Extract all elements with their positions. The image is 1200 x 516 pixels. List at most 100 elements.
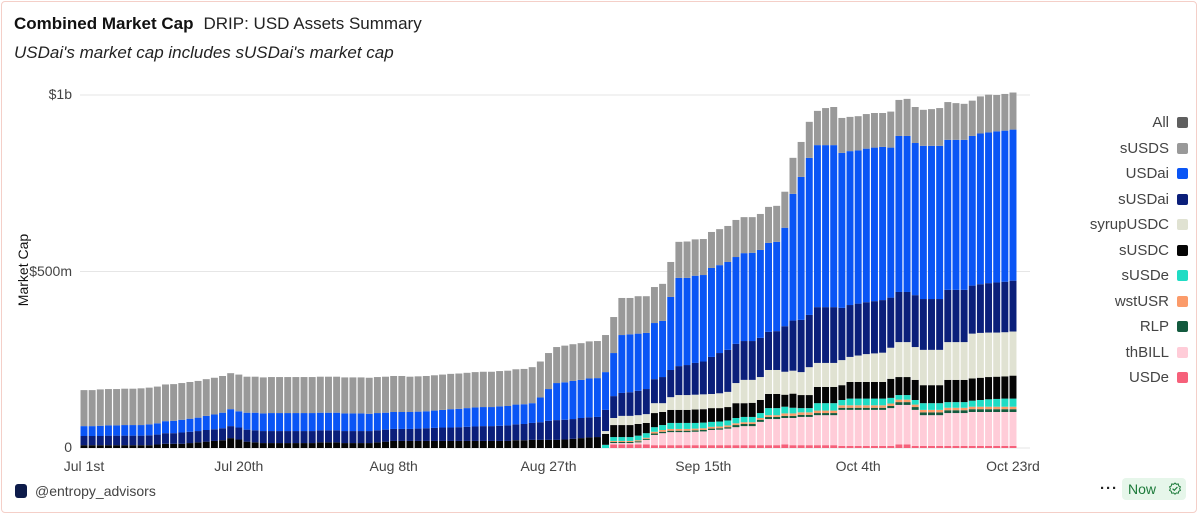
- bar-segment-thBILL[interactable]: [708, 429, 715, 446]
- bar-segment-sUSDai[interactable]: [145, 435, 153, 446]
- bar-segment-sUSDe[interactable]: [976, 399, 984, 407]
- bar-segment-USDai[interactable]: [781, 227, 789, 327]
- bar-segment-sUSDai[interactable]: [667, 369, 675, 398]
- bar-day-79[interactable]: [724, 225, 732, 448]
- bar-day-59[interactable]: [561, 345, 569, 448]
- bar-segment-sUSDC[interactable]: [862, 381, 870, 399]
- bar-segment-sUSDe[interactable]: [740, 416, 748, 423]
- bar-segment-sUSDC[interactable]: [936, 385, 944, 404]
- bar-segment-wstUSR[interactable]: [724, 425, 732, 428]
- bar-segment-sUSDai[interactable]: [610, 396, 618, 418]
- bar-segment-USDai[interactable]: [406, 411, 414, 429]
- bar-segment-sUSDai[interactable]: [813, 307, 821, 363]
- bar-day-9[interactable]: [153, 386, 161, 448]
- bar-segment-sUSDC[interactable]: [887, 378, 895, 398]
- bar-segment-USDe[interactable]: [618, 444, 626, 448]
- bar-segment-sUSDC[interactable]: [471, 440, 479, 448]
- bar-segment-RLP[interactable]: [870, 407, 878, 410]
- bar-segment-USDai[interactable]: [137, 425, 145, 436]
- bar-day-110[interactable]: [976, 96, 984, 448]
- bar-day-20[interactable]: [243, 376, 251, 448]
- bar-segment-sUSDai[interactable]: [626, 392, 634, 416]
- bar-segment-USDe[interactable]: [610, 444, 618, 448]
- bar-segment-wstUSR[interactable]: [650, 431, 658, 434]
- legend-item-syrupUSDC[interactable]: syrupUSDC: [1090, 212, 1188, 238]
- bar-segment-sUSDS[interactable]: [471, 372, 479, 408]
- bar-segment-USDe[interactable]: [765, 445, 773, 448]
- bar-segment-sUSDe[interactable]: [846, 398, 854, 406]
- bar-segment-sUSDe[interactable]: [789, 407, 797, 414]
- bar-segment-sUSDai[interactable]: [373, 430, 381, 443]
- bar-segment-wstUSR[interactable]: [887, 403, 895, 406]
- bar-segment-sUSDai[interactable]: [463, 426, 471, 441]
- bar-segment-sUSDC[interactable]: [390, 440, 398, 448]
- bar-segment-sUSDC[interactable]: [243, 441, 251, 448]
- bar-day-88[interactable]: [797, 141, 805, 448]
- bar-segment-USDai[interactable]: [210, 414, 218, 430]
- bar-day-112[interactable]: [993, 95, 1001, 448]
- bar-segment-sUSDai[interactable]: [194, 431, 202, 443]
- bar-segment-USDe[interactable]: [699, 445, 707, 448]
- bar-segment-sUSDai[interactable]: [789, 320, 797, 371]
- bar-segment-USDai[interactable]: [952, 139, 960, 290]
- bar-segment-sUSDC[interactable]: [439, 440, 447, 448]
- bar-segment-wstUSR[interactable]: [748, 422, 756, 424]
- bar-segment-RLP[interactable]: [642, 438, 650, 440]
- bar-segment-sUSDS[interactable]: [602, 335, 610, 373]
- bar-segment-sUSDC[interactable]: [210, 440, 218, 448]
- bar-segment-sUSDC[interactable]: [504, 440, 512, 448]
- bar-segment-sUSDS[interactable]: [993, 95, 1001, 132]
- bar-segment-sUSDai[interactable]: [675, 366, 683, 396]
- bar-segment-sUSDC[interactable]: [569, 438, 577, 448]
- bar-segment-sUSDai[interactable]: [504, 425, 512, 441]
- bar-segment-sUSDC[interactable]: [365, 443, 373, 448]
- bar-segment-syrupUSDC[interactable]: [830, 362, 838, 387]
- bar-segment-sUSDC[interactable]: [194, 442, 202, 448]
- more-options-button[interactable]: ···: [1100, 480, 1118, 497]
- bar-segment-sUSDC[interactable]: [708, 408, 715, 422]
- bar-segment-USDe[interactable]: [789, 445, 797, 448]
- bar-segment-USDai[interactable]: [699, 275, 707, 362]
- bar-segment-thBILL[interactable]: [699, 431, 707, 446]
- bar-segment-sUSDS[interactable]: [496, 371, 504, 407]
- bar-day-33[interactable]: [349, 377, 357, 448]
- bar-segment-sUSDS[interactable]: [357, 377, 365, 414]
- bar-segment-USDai[interactable]: [333, 412, 341, 431]
- bar-day-62[interactable]: [585, 341, 593, 448]
- bar-segment-sUSDC[interactable]: [846, 381, 854, 399]
- bar-day-18[interactable]: [227, 373, 235, 448]
- bar-segment-sUSDC[interactable]: [919, 385, 927, 404]
- bar-segment-sUSDai[interactable]: [748, 341, 756, 380]
- bar-segment-sUSDC[interactable]: [96, 445, 104, 448]
- bar-segment-syrupUSDC[interactable]: [911, 347, 919, 380]
- bar-segment-sUSDai[interactable]: [276, 431, 284, 444]
- bar-segment-RLP[interactable]: [740, 423, 748, 427]
- bar-segment-USDai[interactable]: [162, 421, 169, 434]
- bar-segment-thBILL[interactable]: [919, 415, 927, 446]
- bar-segment-USDe[interactable]: [822, 445, 830, 448]
- bar-segment-wstUSR[interactable]: [756, 417, 764, 420]
- bar-segment-RLP[interactable]: [716, 428, 724, 430]
- bar-segment-sUSDC[interactable]: [838, 385, 846, 400]
- bar-segment-sUSDC[interactable]: [121, 445, 129, 448]
- bar-segment-sUSDC[interactable]: [593, 437, 601, 448]
- bar-segment-sUSDai[interactable]: [642, 389, 650, 415]
- bar-segment-sUSDe[interactable]: [691, 422, 699, 429]
- bar-segment-wstUSR[interactable]: [634, 440, 642, 442]
- bar-segment-thBILL[interactable]: [675, 432, 683, 446]
- bar-segment-USDai[interactable]: [593, 378, 601, 417]
- bar-segment-USDai[interactable]: [748, 252, 756, 342]
- bar-day-25[interactable]: [284, 377, 292, 448]
- bar-segment-thBILL[interactable]: [610, 443, 618, 445]
- bar-segment-sUSDai[interactable]: [300, 431, 308, 444]
- bar-segment-sUSDai[interactable]: [390, 428, 398, 441]
- bar-segment-syrupUSDC[interactable]: [976, 332, 984, 378]
- bar-segment-sUSDe[interactable]: [887, 397, 895, 404]
- bar-day-105[interactable]: [936, 108, 944, 448]
- bar-segment-sUSDC[interactable]: [976, 377, 984, 400]
- bar-segment-sUSDS[interactable]: [789, 157, 797, 194]
- bar-day-12[interactable]: [178, 383, 186, 448]
- bar-segment-USDe[interactable]: [944, 445, 952, 448]
- bar-segment-USDai[interactable]: [903, 135, 911, 292]
- bar-segment-syrupUSDC[interactable]: [993, 332, 1001, 377]
